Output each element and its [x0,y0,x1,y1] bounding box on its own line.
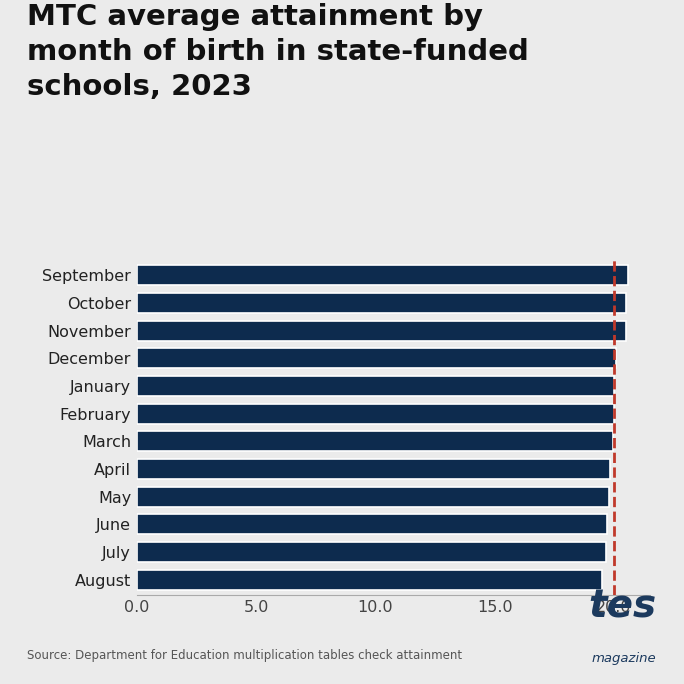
Text: magazine: magazine [592,652,657,665]
Bar [137,376,614,396]
Bar [137,487,609,507]
Text: tes: tes [588,588,657,626]
Bar [137,321,626,341]
Text: Source: Department for Education multiplication tables check attainment: Source: Department for Education multipl… [27,649,462,662]
Bar [137,404,614,423]
Bar [137,432,613,451]
Text: MTC average attainment by
month of birth in state-funded
schools, 2023: MTC average attainment by month of birth… [27,3,529,101]
Bar [137,265,629,285]
Bar [137,542,605,562]
Bar [137,348,616,368]
Bar [137,293,626,313]
Bar [137,570,602,590]
Bar [137,459,610,479]
Bar [137,514,607,534]
